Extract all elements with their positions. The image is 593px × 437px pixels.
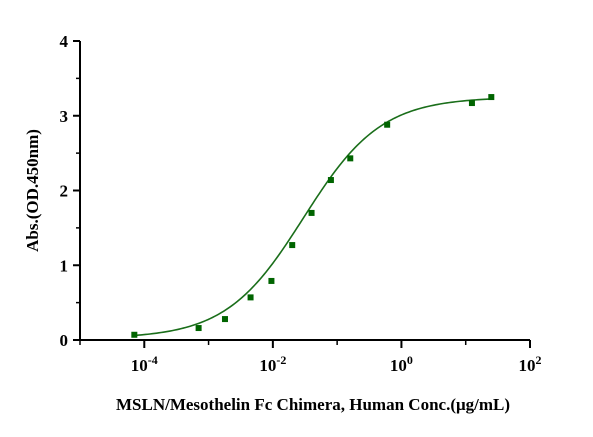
y-axis-label: Abs.(OD.450nm): [23, 129, 42, 252]
fit-curve: [134, 98, 492, 337]
y-tick-label: 0: [60, 331, 69, 350]
data-point: [221, 316, 228, 323]
x-tick-label: 10-4: [131, 353, 158, 375]
data-point: [247, 294, 254, 301]
x-tick-label: 102: [519, 353, 542, 375]
data-point: [289, 242, 296, 249]
data-point: [468, 100, 475, 107]
data-point: [327, 177, 334, 184]
y-tick-label: 1: [60, 256, 69, 275]
y-tick-label: 3: [60, 107, 69, 126]
x-tick-label: 100: [390, 353, 413, 375]
x-axis: 10-4 10-2 100 102: [79, 339, 542, 375]
y-tick-label: 4: [60, 32, 69, 51]
y-axis: 0 1 2 3 4: [60, 32, 81, 350]
data-point: [347, 155, 354, 162]
data-point: [268, 277, 275, 284]
x-axis-label: MSLN/Mesothelin Fc Chimera, Human Conc.(…: [116, 395, 510, 414]
data-point: [488, 94, 495, 101]
data-points: [131, 94, 495, 338]
y-tick-label: 2: [60, 182, 69, 201]
x-tick-label: 10-2: [259, 353, 286, 375]
data-point: [131, 331, 138, 338]
data-point: [308, 209, 315, 216]
data-point: [384, 121, 391, 128]
data-point: [195, 325, 202, 332]
